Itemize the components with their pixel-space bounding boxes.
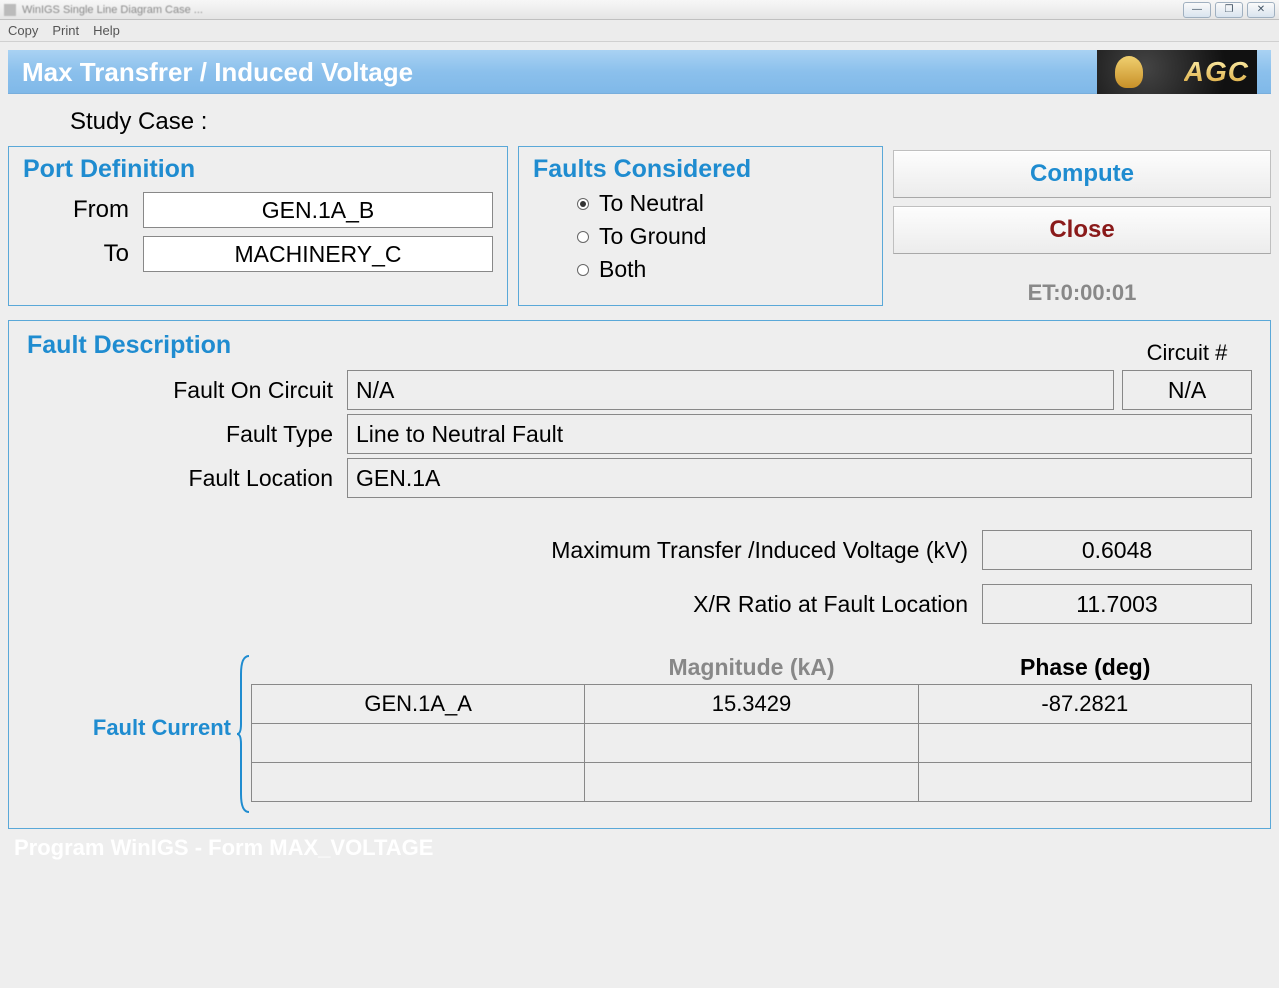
fault-current-table: _ Magnitude (kA) Phase (deg) GEN.1A_A 15… [251,654,1252,802]
study-case-label: Study Case : [70,108,207,135]
fc-row-1 [251,724,1252,763]
menu-bar: Copy Print Help [0,20,1279,42]
fc-cell-phase: -87.2821 [918,684,1252,724]
elapsed-time-label: ET:0:00:01 [893,280,1271,306]
fault-current-section: Fault Current _ Magnitude (kA) Phase (de… [27,654,1252,802]
content-area: Max Transfrer / Induced Voltage AGC Stud… [0,42,1279,869]
port-to-row: To MACHINERY_C [23,236,493,272]
fault-description-panel: Fault Description Circuit # Fault On Cir… [8,320,1271,829]
fault-location-label: Fault Location [27,465,347,492]
fault-current-header-row: _ Magnitude (kA) Phase (deg) [251,654,1252,681]
fault-option-both[interactable]: Both [577,256,868,283]
menu-help[interactable]: Help [93,23,120,38]
fc-cell-name: GEN.1A_A [251,684,585,724]
fault-on-circuit-label: Fault On Circuit [27,377,347,404]
fault-type-label: Fault Type [27,421,347,448]
port-to-field[interactable]: MACHINERY_C [143,236,493,272]
side-buttons: Compute Close ET:0:00:01 [893,146,1271,306]
logo-text: AGC [1184,56,1249,88]
fc-cell-name [251,723,585,763]
max-transfer-row: Maximum Transfer /Induced Voltage (kV) 0… [27,530,1252,570]
radio-icon [577,231,589,243]
max-transfer-value: 0.6048 [982,530,1252,570]
fc-cell-magnitude [584,762,918,802]
fc-cell-phase [918,723,1252,763]
window-title-text: WinIGS Single Line Diagram Case ... [22,4,203,16]
max-transfer-label: Maximum Transfer /Induced Voltage (kV) [27,537,982,564]
fc-cell-magnitude [584,723,918,763]
fault-option-to-ground[interactable]: To Ground [577,223,868,250]
xr-ratio-row: X/R Ratio at Fault Location 11.7003 [27,584,1252,624]
xr-ratio-value: 11.7003 [982,584,1252,624]
menu-copy[interactable]: Copy [8,23,38,38]
port-from-label: From [23,196,143,224]
footer-text: Program WinIGS - Form MAX_VOLTAGE [8,835,1271,861]
circuit-number-field[interactable]: N/A [1122,370,1252,410]
fault-option-label: To Neutral [599,190,704,217]
fault-on-circuit-row: Fault On Circuit N/A N/A [27,370,1252,410]
menu-print[interactable]: Print [52,23,79,38]
window-controls: — ❐ ✕ [1183,2,1275,18]
faults-radio-list: To Neutral To Ground Both [533,190,868,283]
window-minimize-button[interactable]: — [1183,2,1211,18]
bracket-icon [237,654,251,802]
faults-considered-title: Faults Considered [533,155,868,184]
window-title-left: WinIGS Single Line Diagram Case ... [4,4,203,16]
fault-type-field[interactable]: Line to Neutral Fault [347,414,1252,454]
fault-on-circuit-field[interactable]: N/A [347,370,1114,410]
app-icon [4,4,16,16]
fc-row-0: GEN.1A_A 15.3429 -87.2821 [251,685,1252,724]
port-from-row: From GEN.1A_B [23,192,493,228]
fc-cell-magnitude: 15.3429 [584,684,918,724]
window-title-bar: WinIGS Single Line Diagram Case ... — ❐ … [0,0,1279,20]
fc-header-magnitude: Magnitude (kA) [585,654,919,681]
fc-header-phase: Phase (deg) [918,654,1252,681]
fault-location-row: Fault Location GEN.1A [27,458,1252,498]
faults-considered-panel: Faults Considered To Neutral To Ground B… [518,146,883,306]
port-definition-title: Port Definition [23,155,493,184]
radio-icon [577,198,589,210]
window-maximize-button[interactable]: ❐ [1215,2,1243,18]
top-panels: Port Definition From GEN.1A_B To MACHINE… [8,146,1271,306]
xr-ratio-label: X/R Ratio at Fault Location [27,591,982,618]
title-banner: Max Transfrer / Induced Voltage AGC [8,50,1271,94]
close-button[interactable]: Close [893,206,1271,254]
study-case-row: Study Case : [8,94,1271,146]
fault-option-to-neutral[interactable]: To Neutral [577,190,868,217]
radio-icon [577,264,589,276]
logo-box: AGC [1097,50,1257,94]
port-definition-panel: Port Definition From GEN.1A_B To MACHINE… [8,146,508,306]
fault-location-field[interactable]: GEN.1A [347,458,1252,498]
banner-title: Max Transfrer / Induced Voltage [22,57,413,88]
fault-option-label: To Ground [599,223,706,250]
fc-cell-name [251,762,585,802]
fault-type-row: Fault Type Line to Neutral Fault [27,414,1252,454]
window-close-button[interactable]: ✕ [1247,2,1275,18]
fault-description-title: Fault Description [27,331,231,360]
compute-button[interactable]: Compute [893,150,1271,198]
port-from-field[interactable]: GEN.1A_B [143,192,493,228]
fc-row-2 [251,763,1252,802]
fault-option-label: Both [599,256,646,283]
fault-current-label: Fault Current [27,715,237,741]
fault-description-header: Fault Description Circuit # [27,331,1252,366]
fc-cell-phase [918,762,1252,802]
circuit-number-header: Circuit # [1122,340,1252,366]
port-to-label: To [23,240,143,268]
